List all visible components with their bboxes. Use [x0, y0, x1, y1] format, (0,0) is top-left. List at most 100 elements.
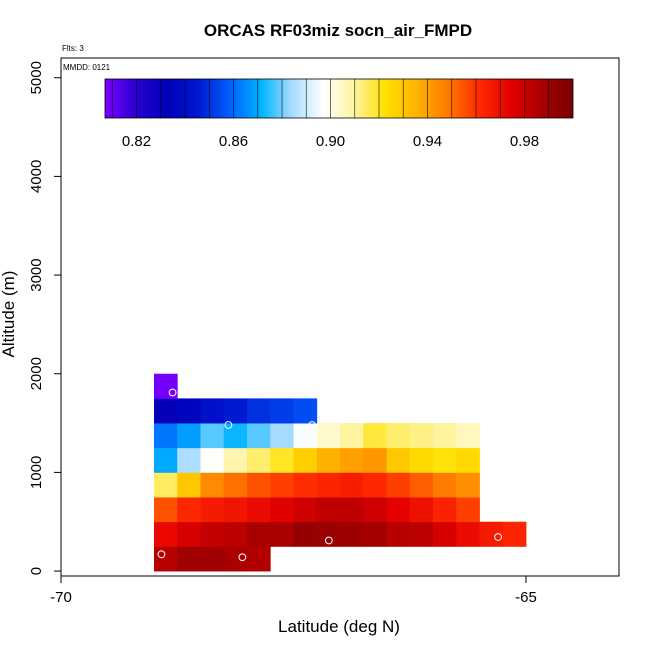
- heatmap-cell: [409, 423, 434, 449]
- heatmap-cell: [293, 423, 318, 449]
- heatmap-cell: [154, 521, 178, 547]
- heatmap-cell: [340, 472, 364, 498]
- colorbar-gradient: [104, 78, 574, 119]
- colorbar-tick-label: 0.94: [413, 133, 442, 150]
- heatmap-cell: [293, 398, 318, 424]
- heatmap-cell: [200, 546, 225, 572]
- heatmap-cell: [456, 472, 480, 498]
- heatmap-cell: [409, 497, 434, 523]
- heatmap-cell: [386, 423, 411, 449]
- flight-markers: [157, 388, 503, 562]
- heatmap-cell: [293, 521, 318, 547]
- flights-info: Flts: 3: [62, 44, 84, 53]
- heatmap-cell: [223, 521, 248, 547]
- heatmap-cell: [223, 398, 248, 424]
- flight-marker: [494, 533, 503, 541]
- heatmap-cell: [177, 521, 201, 547]
- heatmap-cell: [200, 398, 225, 424]
- heatmap-cell: [386, 472, 411, 498]
- heatmap-cell: [247, 472, 271, 498]
- y-tick-label: 0: [28, 567, 45, 575]
- heatmap-cell: [200, 497, 225, 523]
- heatmap-cell: [247, 497, 271, 523]
- heatmap-cell: [270, 447, 294, 473]
- heatmap-cell: [154, 447, 178, 473]
- heatmap-cell: [456, 447, 480, 473]
- flight-marker: [324, 536, 333, 545]
- heatmap-cell: [247, 447, 271, 473]
- heatmap-cell: [154, 472, 178, 498]
- heatmap-cell: [409, 521, 434, 547]
- chart-title: ORCAS RF03miz socn_air_FMPD: [204, 21, 472, 40]
- heatmap-cell: [177, 472, 201, 498]
- heatmap-cell: [386, 497, 411, 523]
- heatmap-cell: [223, 497, 248, 523]
- heatmap-cell: [433, 521, 457, 547]
- heatmap-cell: [154, 373, 178, 399]
- heatmap-cell: [223, 472, 248, 498]
- heatmap-cell: [433, 447, 457, 473]
- heatmap-cell: [456, 423, 480, 449]
- heatmap-cell: [270, 497, 294, 523]
- heatmap-cell: [270, 398, 294, 424]
- heatmap-cell: [293, 472, 318, 498]
- heatmap-cell: [154, 497, 178, 523]
- heatmap-cell: [409, 447, 434, 473]
- heatmap-cell: [386, 521, 411, 547]
- x-tick-label: -70: [50, 589, 72, 606]
- y-tick-label: 4000: [28, 160, 45, 193]
- heatmap-cell: [316, 423, 341, 449]
- colorbar-tick-label: 0.98: [510, 133, 539, 150]
- heatmap-cell: [177, 423, 201, 449]
- y-tick-label: 3000: [28, 258, 45, 291]
- heatmap-cell: [316, 521, 341, 547]
- heatmap-cell: [270, 472, 294, 498]
- x-tick-label: -65: [515, 589, 537, 606]
- flight-marker: [168, 388, 177, 397]
- heatmap-cell: [177, 398, 201, 424]
- heatmap-cell: [386, 447, 411, 473]
- heatmap-cells: [154, 373, 527, 572]
- heatmap-cell: [177, 497, 201, 523]
- heatmap-cell: [200, 447, 225, 473]
- heatmap-cell: [340, 447, 364, 473]
- heatmap-cell: [502, 521, 527, 547]
- heatmap-cell: [154, 398, 178, 424]
- heatmap-cell: [340, 497, 364, 523]
- y-tick-label: 5000: [28, 61, 45, 94]
- heatmap-cell: [316, 447, 341, 473]
- heatmap-cell: [177, 447, 201, 473]
- colorbar-tick-label: 0.82: [122, 133, 151, 150]
- heatmap-cell: [363, 423, 387, 449]
- heatmap-cell: [177, 546, 201, 572]
- flight-marker: [238, 553, 247, 562]
- plot-area-frame: [60, 57, 620, 577]
- mmdd-info: MMDD: 0121: [63, 63, 111, 72]
- heatmap-cell: [247, 423, 271, 449]
- heatmap-cell: [247, 546, 271, 572]
- heatmap-cell: [154, 423, 178, 449]
- heatmap-cell: [200, 472, 225, 498]
- flight-marker: [224, 421, 233, 429]
- heatmap-cell: [293, 447, 318, 473]
- heatmap-cell: [247, 521, 271, 547]
- heatmap-cell: [316, 497, 341, 523]
- colorbar-tick-label: 0.86: [219, 133, 248, 150]
- heatmap-cell: [340, 423, 364, 449]
- heatmap-cell: [154, 546, 178, 572]
- heatmap-cell: [340, 521, 364, 547]
- heatmap-cell: [316, 472, 341, 498]
- flight-marker: [308, 421, 317, 429]
- y-axis-label: Altitude (m): [0, 271, 18, 358]
- flight-marker: [157, 550, 166, 559]
- heatmap-cell: [200, 521, 225, 547]
- y-tick-label: 2000: [28, 357, 45, 390]
- heatmap-cell: [270, 423, 294, 449]
- heatmap-cell: [223, 423, 248, 449]
- heatmap-cell: [456, 521, 480, 547]
- heatmap-cell: [363, 447, 387, 473]
- x-axis: -70 -65: [50, 576, 537, 606]
- heatmap-cell: [433, 497, 457, 523]
- heatmap-cell: [433, 472, 457, 498]
